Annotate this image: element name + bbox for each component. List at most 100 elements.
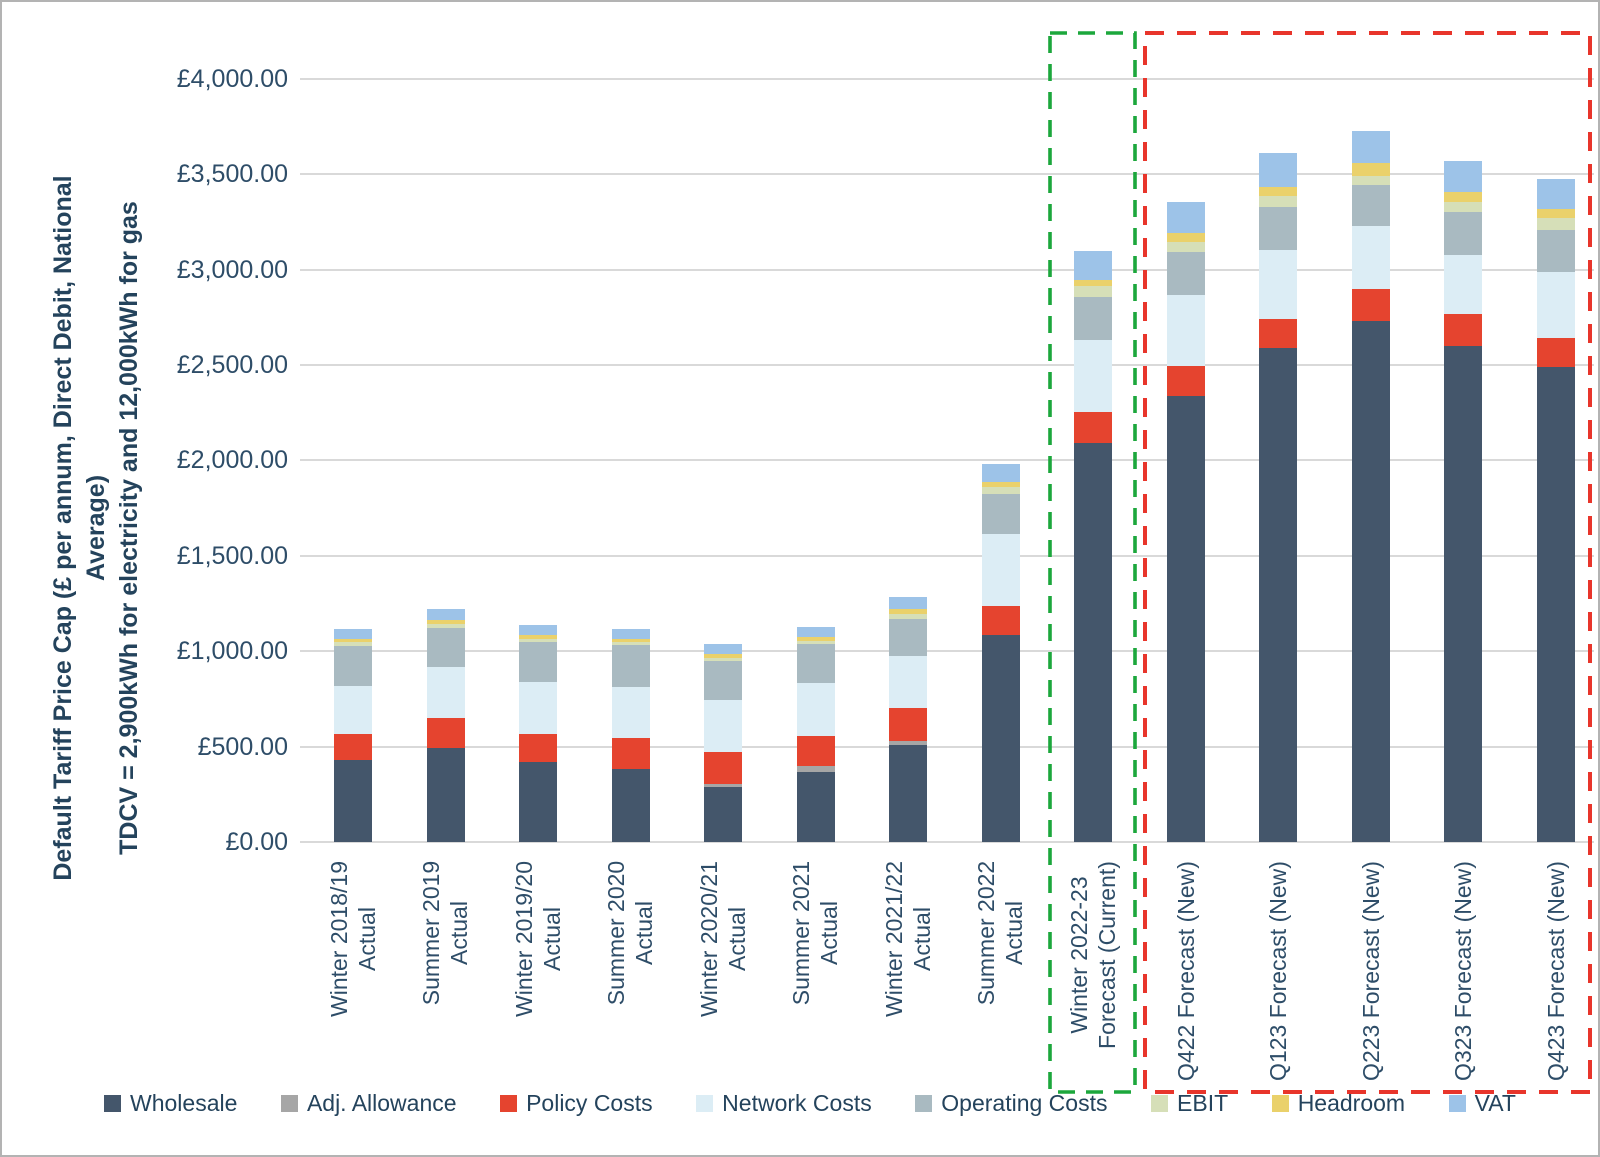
- legend-label-ebit: EBIT: [1177, 1089, 1229, 1116]
- segment-wholesale-winter-2018-19-actual: [334, 759, 372, 842]
- y-tick-label-2000: £2,000.00: [176, 446, 288, 475]
- x-label-line: Winter 2020/21: [695, 861, 722, 1017]
- x-label-line: Forecast (Current): [1093, 860, 1120, 1049]
- legend-swatch-network-costs: [696, 1094, 714, 1112]
- x-label-line: Q423 Forecast (New): [1542, 861, 1569, 1081]
- segment-ebit-summer-2020-actual: [611, 642, 650, 646]
- x-label-line: Q223 Forecast (New): [1357, 861, 1384, 1081]
- segment-operating-costs-q223-forecast-new: [1351, 185, 1390, 227]
- segment-headroom-winter-2018-19-actual: [334, 638, 372, 643]
- x-label-line: Actual: [908, 907, 935, 971]
- x-label-q422-forecast-new: Q422 Forecast (New): [1171, 859, 1199, 1083]
- y-tick-label-1500: £1,500.00: [176, 541, 288, 570]
- segment-network-costs-summer-2020-actual: [611, 687, 650, 739]
- segment-network-costs-q323-forecast-new: [1444, 255, 1482, 315]
- segment-ebit-winter-2020-21-actual: [704, 657, 742, 661]
- legend-item-network-costs: Network Costs: [696, 1090, 872, 1117]
- segment-ebit-winter-2021-22-actual: [889, 613, 927, 619]
- segment-network-costs-summer-2021-actual: [796, 683, 835, 736]
- segment-ebit-winter-2018-19-actual: [334, 642, 372, 647]
- segment-headroom-q323-forecast-new: [1444, 191, 1482, 202]
- x-label-q423-forecast-new: Q423 Forecast (New): [1541, 859, 1569, 1083]
- x-label-summer-2020-actual: Summer 2020 Actual: [602, 859, 658, 1007]
- segment-operating-costs-summer-2019-actual: [426, 627, 465, 668]
- segment-vat-summer-2022-actual: [981, 464, 1020, 483]
- segment-wholesale-q323-forecast-new: [1444, 345, 1482, 842]
- x-label-winter-2019-20-actual: Winter 2019/20 Actual: [510, 859, 566, 1019]
- legend-label-adj-allowance: Adj. Allowance: [306, 1089, 457, 1116]
- x-label-line: Actual: [446, 901, 473, 966]
- segment-vat-winter-2021-22-actual: [889, 597, 927, 609]
- legend-item-policy-costs: Policy Costs: [500, 1090, 653, 1117]
- segment-policy-costs-q223-forecast-new: [1351, 289, 1390, 322]
- gridline-1000: [300, 650, 1594, 653]
- segment-wholesale-winter-2020-21-actual: [704, 786, 742, 842]
- segment-vat-q123-forecast-new: [1259, 153, 1297, 187]
- x-label-line: Summer 2020: [603, 860, 630, 1006]
- segment-operating-costs-summer-2021-actual: [796, 643, 835, 684]
- segment-ebit-q223-forecast-new: [1351, 175, 1390, 186]
- gridline-2000: [300, 459, 1594, 462]
- legend-swatch-wholesale: [104, 1094, 121, 1112]
- segment-network-costs-q422-forecast-new: [1166, 295, 1205, 367]
- segment-policy-costs-winter-2022-23-forecast-current: [1074, 412, 1112, 444]
- x-label-q123-forecast-new: Q123 Forecast (New): [1264, 859, 1292, 1083]
- segment-network-costs-winter-2018-19-actual: [334, 685, 372, 735]
- x-label-line: Winter 2021/22: [880, 861, 907, 1017]
- segment-policy-costs-winter-2018-19-actual: [334, 734, 372, 760]
- gridline-4000: [300, 77, 1594, 80]
- segment-network-costs-q223-forecast-new: [1351, 226, 1390, 290]
- segment-ebit-summer-2021-actual: [796, 640, 835, 644]
- segment-policy-costs-winter-2019-20-actual: [519, 733, 557, 762]
- segment-wholesale-q123-forecast-new: [1259, 347, 1297, 842]
- segment-wholesale-winter-2021-22-actual: [889, 744, 927, 842]
- legend-label-network-costs: Network Costs: [722, 1089, 872, 1116]
- segment-ebit-summer-2022-actual: [981, 487, 1020, 494]
- segment-policy-costs-summer-2019-actual: [426, 717, 465, 748]
- segment-wholesale-winter-2019-20-actual: [519, 761, 557, 842]
- segment-headroom-winter-2020-21-actual: [704, 654, 742, 658]
- legend-item-wholesale: Wholesale: [104, 1090, 237, 1117]
- x-label-line: Actual: [816, 901, 843, 966]
- segment-network-costs-winter-2019-20-actual: [519, 682, 557, 734]
- x-label-line: Actual: [1001, 901, 1028, 966]
- legend-item-ebit: EBIT: [1151, 1090, 1228, 1117]
- segment-headroom-q423-forecast-new: [1536, 209, 1575, 219]
- segment-policy-costs-q423-forecast-new: [1536, 338, 1575, 367]
- x-label-line: Actual: [723, 907, 750, 971]
- y-tick-label-4000: £4,000.00: [176, 64, 288, 93]
- segment-network-costs-q423-forecast-new: [1536, 272, 1575, 339]
- x-label-summer-2022-actual: Summer 2022 Actual: [972, 859, 1028, 1007]
- segment-ebit-q422-forecast-new: [1166, 241, 1205, 252]
- segment-policy-costs-summer-2021-actual: [796, 735, 835, 767]
- segment-policy-costs-winter-2021-22-actual: [889, 708, 927, 741]
- x-label-line: Q123 Forecast (New): [1264, 861, 1291, 1081]
- segment-operating-costs-winter-2018-19-actual: [334, 646, 372, 686]
- x-label-q323-forecast-new: Q323 Forecast (New): [1449, 859, 1477, 1083]
- legend-label-policy-costs: Policy Costs: [526, 1089, 653, 1116]
- legend-label-operating-costs: Operating Costs: [941, 1089, 1108, 1116]
- segment-ebit-winter-2019-20-actual: [519, 639, 557, 642]
- legend-item-operating-costs: Operating Costs: [915, 1090, 1107, 1117]
- segment-vat-q223-forecast-new: [1351, 130, 1390, 163]
- segment-wholesale-q223-forecast-new: [1351, 321, 1390, 842]
- x-label-line: Q422 Forecast (New): [1172, 861, 1199, 1081]
- segment-wholesale-summer-2020-actual: [611, 769, 650, 842]
- x-label-line: Summer 2021: [788, 860, 815, 1006]
- segment-network-costs-summer-2019-actual: [426, 667, 465, 718]
- x-label-line: Summer 2022: [973, 860, 1000, 1006]
- segment-adj-allowance-winter-2021-22-actual: [889, 740, 927, 745]
- y-tick-label-500: £500.00: [197, 732, 288, 761]
- segment-operating-costs-q422-forecast-new: [1166, 251, 1205, 296]
- segment-network-costs-q123-forecast-new: [1259, 250, 1297, 319]
- legend-item-adj-allowance: Adj. Allowance: [280, 1089, 457, 1117]
- legend-swatch-vat: [1448, 1094, 1466, 1112]
- x-label-line: Summer 2019: [418, 860, 445, 1006]
- segment-wholesale-winter-2022-23-forecast-current: [1074, 443, 1112, 842]
- y-tick-label-2500: £2,500.00: [176, 351, 288, 379]
- legend-swatch-ebit: [1151, 1094, 1169, 1112]
- segment-headroom-q422-forecast-new: [1166, 232, 1205, 242]
- segment-ebit-q423-forecast-new: [1536, 218, 1575, 230]
- segment-vat-winter-2019-20-actual: [519, 625, 557, 636]
- segment-network-costs-winter-2020-21-actual: [704, 700, 742, 753]
